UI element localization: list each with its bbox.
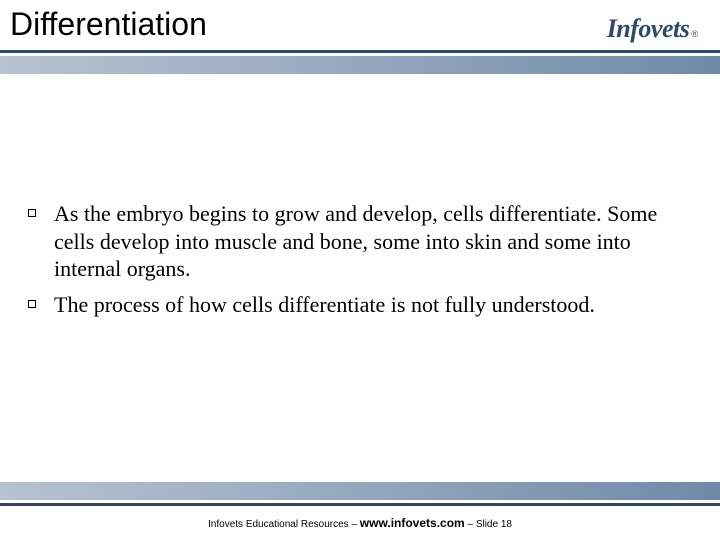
top-gradient-band — [0, 56, 720, 74]
bullet-icon — [28, 209, 36, 217]
list-item: As the embryo begins to grow and develop… — [28, 200, 692, 283]
registered-icon: ® — [691, 29, 698, 39]
footer-prefix: Infovets Educational Resources – — [208, 519, 360, 530]
footer: Infovets Educational Resources – www.inf… — [0, 516, 720, 530]
top-divider-line — [0, 50, 720, 53]
brand-logo: Infovets ® — [607, 14, 698, 44]
logo-text: Infovets — [607, 14, 690, 44]
footer-suffix: – Slide 18 — [465, 519, 512, 530]
page-title: Differentiation — [10, 6, 207, 43]
list-item: The process of how cells differentiate i… — [28, 291, 692, 319]
bottom-gradient-band — [0, 482, 720, 500]
bullet-text: The process of how cells differentiate i… — [54, 291, 595, 319]
bullet-icon — [28, 300, 36, 308]
slide-container: Differentiation Infovets ® As the embryo… — [0, 0, 720, 540]
bottom-divider-line — [0, 503, 720, 506]
content-area: As the embryo begins to grow and develop… — [28, 200, 692, 326]
footer-url: www.infovets.com — [360, 516, 465, 530]
bullet-text: As the embryo begins to grow and develop… — [54, 200, 692, 283]
